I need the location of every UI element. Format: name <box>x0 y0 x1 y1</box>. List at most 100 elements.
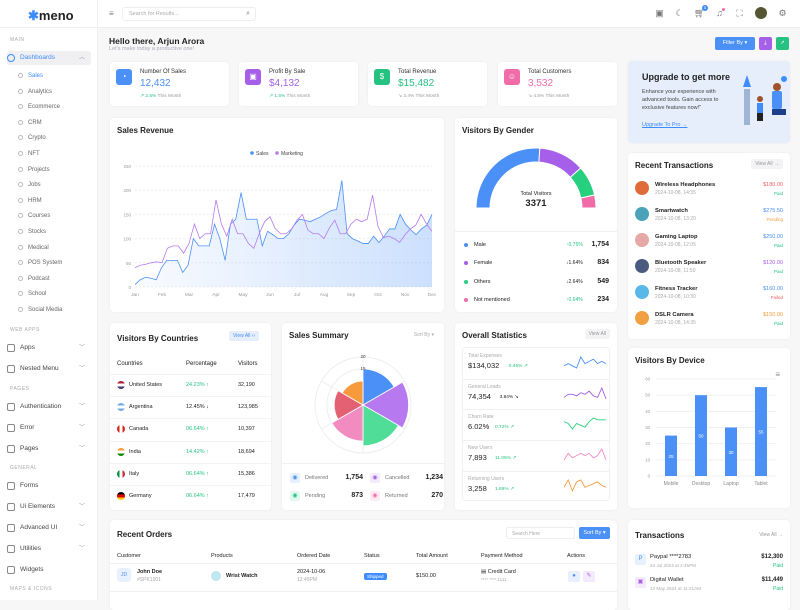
polar-slice <box>362 404 399 447</box>
sidebar-subitem[interactable]: Social Media <box>18 307 62 313</box>
sidebar-subitem[interactable]: Stocks <box>18 229 46 235</box>
logo-asterisk-icon: ✱ <box>28 8 39 23</box>
filter-by-button[interactable]: Filter By ▾ <box>715 37 755 50</box>
legend-label: Male <box>474 242 486 248</box>
sidebar-item[interactable]: Utilities ﹀ <box>7 542 91 556</box>
file-icon <box>7 445 15 453</box>
share-button[interactable]: ➚ <box>776 37 789 50</box>
translate-icon[interactable]: ▣ <box>655 8 664 18</box>
moon-icon[interactable]: ☾ <box>675 8 684 18</box>
x-tick-label: Aug <box>320 292 329 298</box>
sort-by-dropdown[interactable]: Sort By ▾ <box>413 332 434 338</box>
gear-icon[interactable]: ⚙ <box>778 8 787 18</box>
paypal-icon: P <box>635 554 646 565</box>
transaction-status: Paid <box>772 586 783 592</box>
visitors-by-device-chart: 0 10 20 30 40 50 60 25 Mobile 50 Desktop 30 Laptop 55… <box>645 377 776 487</box>
sidebar-subitem[interactable]: Analytics <box>18 89 52 95</box>
sidebar-subitem[interactable]: Projects <box>18 167 50 173</box>
y-tick-label: 0 <box>648 474 651 479</box>
sidebar-subitem[interactable]: Crypto <box>18 135 46 141</box>
view-all-button[interactable]: View All <box>584 329 610 339</box>
legend-label: Others <box>474 278 491 285</box>
country-percentage: 06.64% ↑ <box>186 426 209 433</box>
transaction-status: Paid <box>773 269 783 274</box>
chart-menu-icon[interactable]: ≡ <box>775 370 780 379</box>
transaction-date: 2024-10-08, 10:30 <box>655 294 696 300</box>
sparkline <box>564 417 606 431</box>
series-line-marketing <box>134 194 433 269</box>
stat-label: Returning Users <box>468 475 505 482</box>
sidebar-item[interactable]: Nested Menu ﹀ <box>7 362 91 376</box>
orders-search-input[interactable]: Search Here <box>506 527 575 539</box>
legend-label: Female <box>474 260 493 267</box>
search-input[interactable]: Search for Results... ⌕ <box>122 7 256 21</box>
product-image <box>211 571 221 581</box>
form-icon <box>7 482 15 490</box>
order-id: #SPK1001 <box>137 577 161 583</box>
view-all-button[interactable]: View All ‹› <box>229 331 260 341</box>
country-percentage: 24.23% ↑ <box>186 382 209 388</box>
sidebar-item[interactable]: Authentication ﹀ <box>7 400 91 414</box>
sidebar-item[interactable]: Error ﹀ <box>7 421 91 435</box>
download-button[interactable]: ⤓ <box>759 37 772 50</box>
sidebar-item[interactable]: Pages ﹀ <box>7 442 91 456</box>
cart-badge: 5 <box>702 5 708 11</box>
sidebar-subitem[interactable]: Podcast <box>18 276 50 282</box>
sidebar-item[interactable]: Widgets <box>7 563 91 577</box>
x-tick-label: Feb <box>158 292 167 298</box>
series-line-sales <box>134 180 433 285</box>
country-name: Canada <box>129 426 149 433</box>
share-icon: ➚ <box>780 40 785 46</box>
sidebar-subitem[interactable]: Ecommerce <box>18 104 60 110</box>
edit-order-button[interactable]: ✎ <box>583 571 595 582</box>
sidebar-subitem[interactable]: NFT <box>18 151 40 157</box>
sidebar-item-dashboards[interactable]: Dashboards ︿ <box>7 51 91 65</box>
view-order-button[interactable]: ● <box>568 571 580 582</box>
country-percentage: 14.42% ↑ <box>186 448 209 455</box>
sidebar-subitem[interactable]: CRM <box>18 120 42 126</box>
sidebar-item[interactable]: Forms <box>7 479 91 493</box>
divider <box>463 440 609 442</box>
y-tick-label: 200 <box>123 188 131 193</box>
divider <box>110 396 271 398</box>
view-all-link[interactable]: View All → <box>759 532 783 538</box>
x-tick-label: Jul <box>294 292 300 298</box>
bar-tablet <box>755 387 767 476</box>
chevron-down-icon: ﹀ <box>78 404 85 410</box>
transaction-amount: $150.00 <box>763 312 783 318</box>
sidebar-item[interactable]: Advanced UI ﹀ <box>7 521 91 535</box>
sidebar-subitem[interactable]: HRM <box>18 198 42 204</box>
menu-toggle-icon[interactable]: ≡ <box>109 9 114 18</box>
country-name: Argentina <box>129 404 153 411</box>
search-icon[interactable]: ⌕ <box>246 10 250 17</box>
fullscreen-icon[interactable]: ⛶ <box>736 8 743 18</box>
card-number: **** **** 1111 <box>481 577 507 582</box>
sidebar-item[interactable]: Apps ﹀ <box>7 341 91 355</box>
stat-label: Total Customers <box>528 69 572 75</box>
divider <box>463 409 609 411</box>
stat-value: 3,258 <box>468 483 487 493</box>
upgrade-link[interactable]: Upgrade To Pro → <box>642 122 688 128</box>
sidebar-subitem[interactable]: POS System <box>18 260 62 266</box>
stat-icon: ☺ <box>504 69 520 85</box>
avatar[interactable] <box>755 7 767 19</box>
divider <box>110 485 271 486</box>
sort-by-button[interactable]: Sort By ▾ <box>579 527 610 539</box>
box-icon <box>7 503 15 511</box>
trend-icon: ↘ <box>528 94 534 99</box>
sidebar-item[interactable]: Ui Elements ﹀ <box>7 500 91 514</box>
logo[interactable]: ✱meno <box>28 8 74 23</box>
sidebar-subitem[interactable]: Jobs <box>18 182 41 188</box>
sidebar-subitem[interactable]: Medical <box>18 245 49 251</box>
sidebar-subitem[interactable]: Courses <box>18 213 50 219</box>
cart-icon[interactable]: 🛒︎ 5 <box>694 5 708 18</box>
bell-icon[interactable]: ♫ <box>714 8 725 19</box>
sidebar-subitem[interactable]: School <box>18 291 46 297</box>
product-image <box>635 233 649 247</box>
x-tick-label: Mar <box>185 292 194 298</box>
visitors-by-countries-card: Visitors By Countries View All ‹› Countr… <box>110 323 271 510</box>
transaction-name: Gaming Laptop <box>655 234 698 240</box>
view-all-button[interactable]: View All → <box>751 159 783 169</box>
card-title: Visitors By Gender <box>462 126 534 135</box>
sidebar-subitem[interactable]: Sales <box>18 73 43 79</box>
